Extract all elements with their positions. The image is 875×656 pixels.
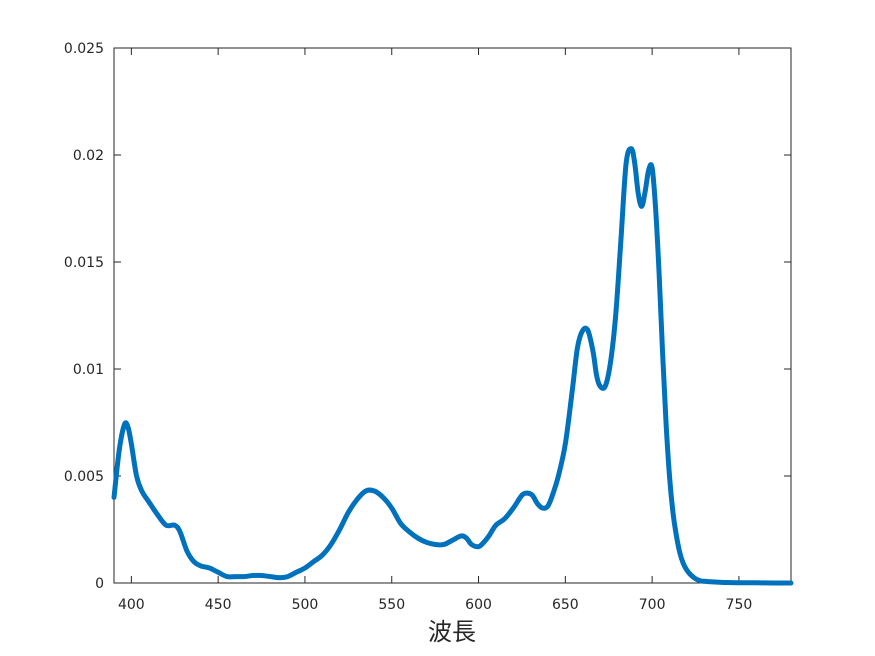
y-tick-label: 0.02	[73, 148, 104, 164]
plot-area	[113, 47, 792, 584]
x-tick-label: 750	[726, 597, 753, 613]
x-axis-tick-labels: 400 450 500 550 600 650 700 750	[118, 597, 752, 613]
x-tick-label: 400	[118, 597, 145, 613]
y-tick-label: 0.005	[64, 469, 104, 485]
series-line	[111, 146, 794, 586]
x-tick-label: 500	[292, 597, 319, 613]
y-axis-tick-labels: 0 0.005 0.01 0.015 0.02 0.025	[64, 41, 104, 592]
x-tick-label: 700	[639, 597, 666, 613]
x-tick-label: 650	[552, 597, 579, 613]
x-tick-label: 450	[205, 597, 232, 613]
x-tick-label: 600	[465, 597, 492, 613]
x-axis-label: 波長	[428, 618, 476, 646]
y-tick-label: 0.015	[64, 255, 104, 271]
y-tick-label: 0	[95, 576, 104, 592]
x-axis-ticks	[130, 48, 740, 583]
y-tick-label: 0.025	[64, 41, 104, 57]
x-tick-label: 550	[378, 597, 405, 613]
y-tick-label: 0.01	[73, 362, 104, 378]
